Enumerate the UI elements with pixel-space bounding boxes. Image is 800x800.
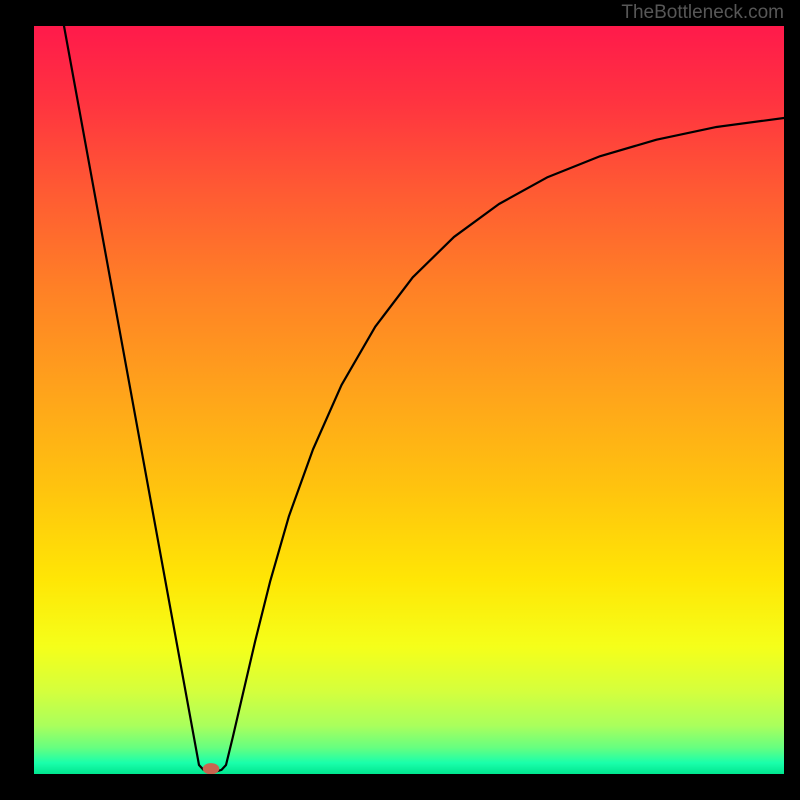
watermark-text: TheBottleneck.com: [621, 2, 784, 24]
gradient-background: [34, 26, 784, 774]
plot-area: [34, 26, 784, 774]
chart-svg: [34, 26, 784, 774]
optimal-point-marker: [203, 763, 220, 774]
chart-frame: TheBottleneck.com: [0, 0, 800, 800]
